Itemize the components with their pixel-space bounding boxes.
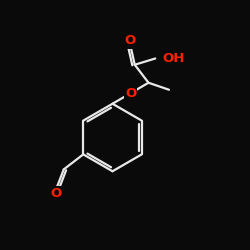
Text: O: O [124, 34, 136, 48]
Text: O: O [125, 87, 136, 100]
Text: OH: OH [162, 52, 184, 65]
Text: O: O [51, 187, 62, 200]
